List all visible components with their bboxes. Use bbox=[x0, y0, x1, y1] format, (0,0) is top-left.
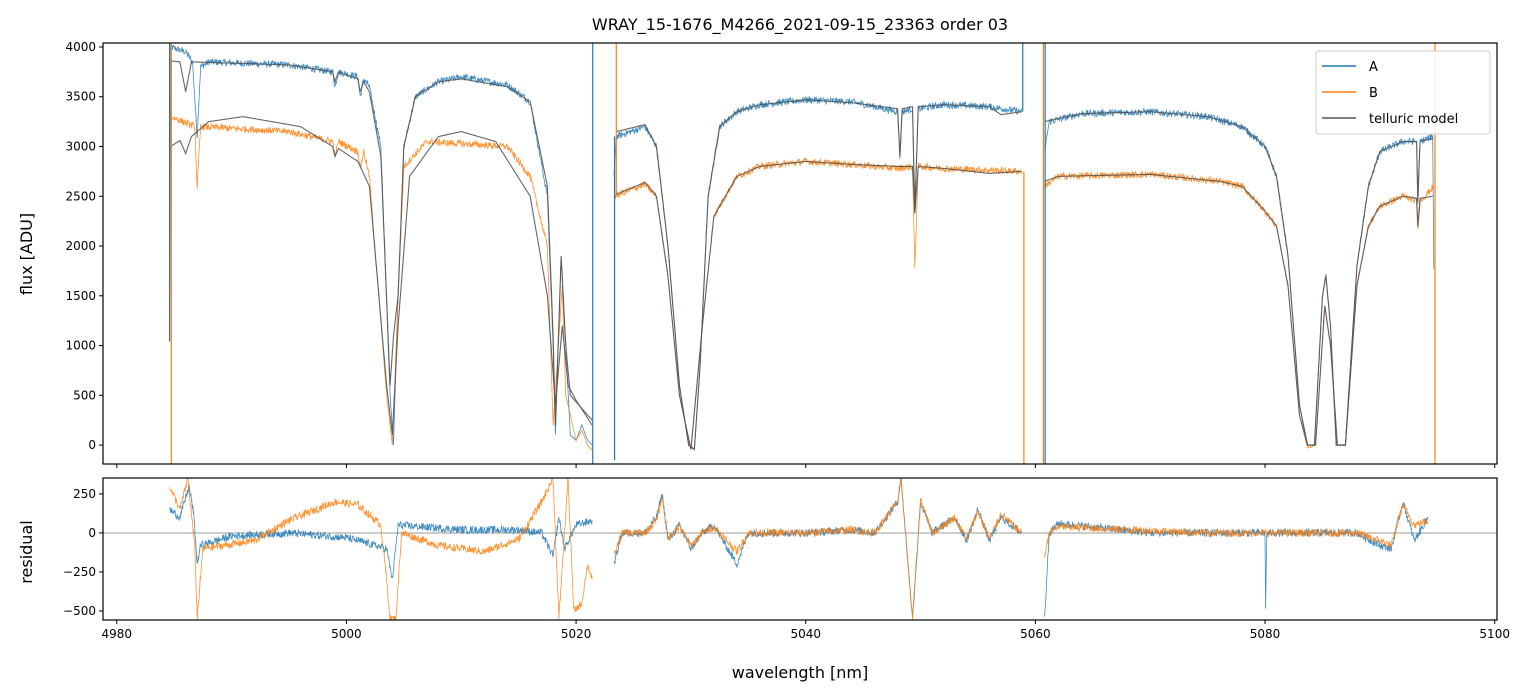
x-tick-label: 4980 bbox=[102, 627, 133, 641]
x-tick-label: 5040 bbox=[790, 627, 821, 641]
x-tick-label: 5100 bbox=[1479, 627, 1510, 641]
flux-series-telluric-model-segment-2 bbox=[616, 99, 1022, 451]
flux-series-telluric-model-segment-4 bbox=[1044, 111, 1433, 446]
legend-label-b: B bbox=[1369, 86, 1378, 101]
y-tick-label: 2500 bbox=[65, 189, 96, 203]
flux-series-telluric-model-segment-0 bbox=[170, 60, 593, 426]
x-axis-label: wavelength [nm] bbox=[732, 663, 869, 682]
flux-series-b-segment-1 bbox=[613, 157, 1022, 450]
y-tick-label: 3000 bbox=[65, 140, 96, 154]
flux-series-telluric-model-segment-5 bbox=[1044, 173, 1433, 446]
y-tick-label: 1500 bbox=[65, 289, 96, 303]
y-tick-label: 500 bbox=[73, 388, 96, 402]
flux-axes-frame bbox=[102, 42, 1498, 465]
y-tick-label: 2000 bbox=[65, 239, 96, 253]
y-tick-label: −500 bbox=[63, 604, 96, 618]
legend-label-telluric: telluric model bbox=[1369, 112, 1458, 127]
x-tick-label: 5080 bbox=[1250, 627, 1281, 641]
residual-panel: 4980 5000 5020 5040 5060 5080 5100 −500 −250 0 250… bbox=[17, 477, 1510, 641]
y-tick-label: 0 bbox=[88, 526, 96, 540]
residual-y-axis-label: residual bbox=[17, 520, 36, 583]
chart-title: WRAY_15-1676_M4266_2021-09-15_23363 orde… bbox=[592, 15, 1008, 35]
flux-series-telluric-model-segment-3 bbox=[616, 160, 1022, 450]
y-tick-label: 3500 bbox=[65, 90, 96, 104]
y-tick-label: 250 bbox=[73, 487, 96, 501]
flux-panel: 0 500 1000 1500 2000 2500 3000 3500 4000 flux [A… bbox=[17, 40, 1498, 468]
x-tick-label: 5000 bbox=[331, 627, 362, 641]
x-tick-label: 5060 bbox=[1020, 627, 1051, 641]
flux-y-axis-label: flux [ADU] bbox=[17, 213, 36, 295]
legend-box bbox=[1315, 50, 1491, 135]
flux-series-a-segment-0 bbox=[169, 43, 593, 446]
flux-series-telluric-model-segment-1 bbox=[170, 116, 593, 436]
residual-axes-frame bbox=[102, 477, 1498, 621]
legend: A B telluric model bbox=[1315, 50, 1491, 135]
y-tick-label: 1000 bbox=[65, 339, 96, 353]
x-tick-label: 5020 bbox=[561, 627, 592, 641]
residual-series-b-segment-1 bbox=[613, 478, 1022, 620]
residual-series-b-segment-2 bbox=[1044, 502, 1429, 559]
y-tick-label: 4000 bbox=[65, 40, 96, 54]
legend-label-a: A bbox=[1369, 60, 1378, 75]
y-tick-label: 0 bbox=[88, 438, 96, 452]
residual-series-a-segment-1 bbox=[613, 478, 1022, 617]
y-tick-label: −250 bbox=[63, 565, 96, 579]
residual-series-b-segment-0 bbox=[169, 478, 593, 620]
residual-series-a-segment-2 bbox=[1044, 502, 1429, 617]
flux-series-a-segment-2 bbox=[1044, 107, 1435, 447]
flux-series-a-segment-1 bbox=[613, 95, 1022, 452]
